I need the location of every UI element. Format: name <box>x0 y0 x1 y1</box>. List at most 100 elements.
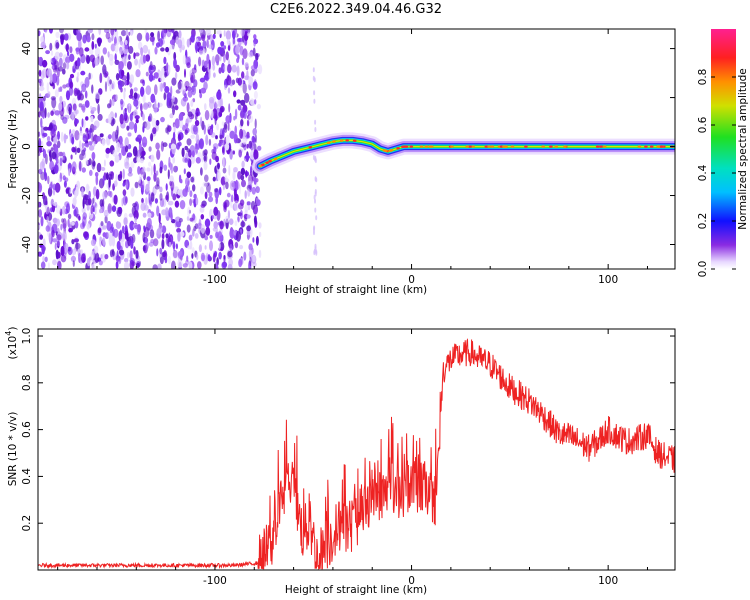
noise-speck <box>177 232 181 242</box>
noise-speck <box>115 261 119 269</box>
snr-frame <box>37 328 676 571</box>
noise-speck <box>47 175 50 185</box>
noise-speck <box>195 157 201 164</box>
noise-speck <box>154 98 157 108</box>
noise-speck <box>111 205 117 212</box>
noise-speck <box>190 99 194 107</box>
noise-speck <box>151 117 157 128</box>
noise-speck <box>115 36 121 45</box>
noise-speck <box>315 215 318 221</box>
noise-speck <box>63 180 67 188</box>
noise-speck <box>194 120 200 127</box>
noise-speck <box>124 161 130 169</box>
noise-speck <box>225 134 230 145</box>
noise-speck <box>251 135 256 143</box>
noise-speck <box>218 251 222 260</box>
noise-speck <box>159 186 163 193</box>
noise-speck <box>67 218 70 228</box>
noise-speck <box>164 86 170 93</box>
noise-speck <box>40 70 45 80</box>
noise-speck <box>202 181 208 188</box>
noise-speck <box>165 207 169 218</box>
noise-speck <box>174 105 179 111</box>
noise-speck <box>43 167 46 177</box>
noise-speck <box>197 152 202 159</box>
noise-speck <box>103 209 109 218</box>
noise-speck <box>45 50 50 55</box>
y-tick-label: 0.8 <box>21 374 33 391</box>
noise-speck <box>135 69 141 78</box>
noise-speck <box>122 189 127 197</box>
noise-speck <box>61 205 66 215</box>
noise-speck <box>314 243 317 249</box>
noise-speck <box>225 51 229 61</box>
noise-speck <box>99 133 104 138</box>
noise-speck <box>170 181 175 191</box>
noise-speck <box>225 30 232 40</box>
noise-speck <box>142 94 146 103</box>
noise-speck <box>227 64 232 74</box>
noise-speck <box>313 98 316 104</box>
noise-speck <box>189 81 192 87</box>
noise-speck <box>205 134 209 146</box>
noise-speck <box>187 157 191 168</box>
noise-speck <box>199 138 204 150</box>
noise-speck <box>108 235 113 247</box>
noise-speck <box>88 72 91 80</box>
noise-speck <box>214 188 218 193</box>
noise-speck <box>126 71 130 82</box>
noise-speck <box>242 48 248 60</box>
noise-speck <box>232 150 235 155</box>
noise-speck <box>167 255 171 265</box>
noise-speck <box>137 166 141 175</box>
noise-speck <box>109 79 112 85</box>
spectrogram-panel: -100 0 100 -40 -20 0 20 40 Height of straight l… <box>7 28 676 296</box>
noise-speck <box>154 46 158 55</box>
noise-speck <box>99 236 103 242</box>
noise-speck <box>49 73 53 84</box>
noise-speck <box>177 189 183 196</box>
noise-speck <box>48 124 53 130</box>
noise-speck <box>236 57 240 64</box>
noise-speck <box>84 47 90 52</box>
noise-speck <box>122 43 125 51</box>
noise-speck <box>130 30 133 36</box>
noise-speck <box>156 149 161 160</box>
noise-speck <box>246 119 250 127</box>
noise-speck <box>55 249 59 260</box>
noise-speck <box>227 250 233 258</box>
hot-spot <box>465 145 470 148</box>
noise-speck <box>258 231 262 238</box>
noise-speck <box>200 252 205 262</box>
noise-speck <box>253 149 259 160</box>
x-tick-label: -100 <box>203 274 227 286</box>
noise-speck <box>314 158 317 164</box>
noise-speck <box>128 94 133 99</box>
noise-speck <box>101 138 106 146</box>
noise-speck <box>46 141 52 147</box>
noise-speck <box>160 47 165 52</box>
noise-speck <box>119 229 123 240</box>
noise-speck <box>152 127 157 135</box>
noise-speck <box>186 148 191 153</box>
noise-speck <box>40 261 46 269</box>
colorbar-label: Normalized spectral amplitude <box>737 68 749 229</box>
noise-speck <box>102 190 108 200</box>
spectrogram-axes: -100 0 100 -40 -20 0 20 40 <box>21 29 675 286</box>
noise-speck <box>71 146 76 153</box>
snr-series-line <box>38 338 675 570</box>
noise-speck <box>122 168 125 180</box>
noise-speck <box>252 81 258 90</box>
noise-speck <box>150 192 155 202</box>
y-tick-label: 1.0 <box>21 328 33 345</box>
noise-speck <box>94 252 100 263</box>
noise-speck <box>90 239 96 247</box>
noise-speck <box>104 81 108 92</box>
noise-speck <box>142 125 145 133</box>
hot-spot <box>339 139 344 142</box>
noise-speck <box>81 83 87 93</box>
noise-speck <box>241 160 245 169</box>
noise-speck <box>246 229 251 236</box>
noise-speck <box>241 71 245 79</box>
noise-speck <box>246 201 251 206</box>
